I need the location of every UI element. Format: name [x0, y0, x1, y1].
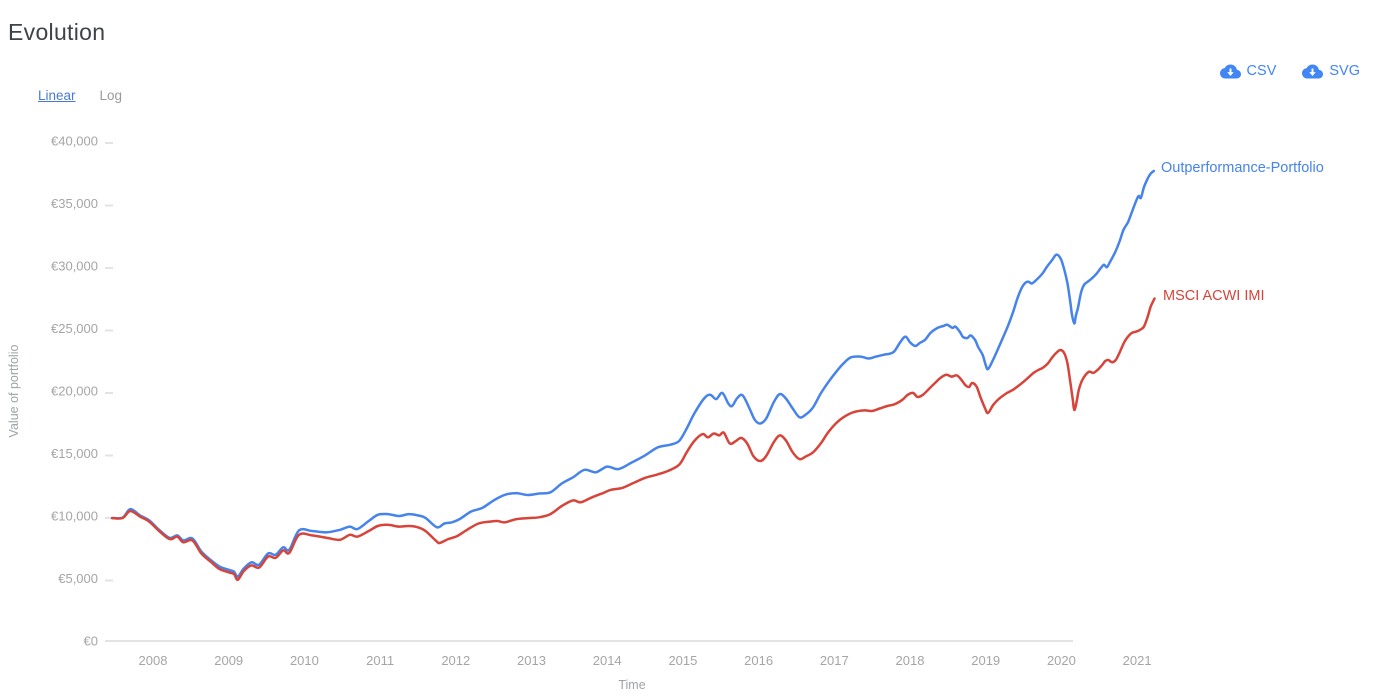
series-label-msci-acwi-imi: MSCI ACWI IMI	[1163, 288, 1265, 304]
x-tick-label: 2008	[139, 653, 168, 668]
x-tick-label: 2013	[517, 653, 546, 668]
series-label-outperformance-portfolio: Outperformance-Portfolio	[1161, 160, 1324, 176]
cloud-download-icon	[1219, 64, 1241, 79]
y-tick-label: €35,000	[51, 196, 98, 211]
series-line-outperformance-portfolio[interactable]	[110, 169, 1156, 578]
y-tick-label: €5,000	[58, 571, 98, 586]
x-tick-label: 2012	[441, 653, 470, 668]
y-tick-label: €20,000	[51, 384, 98, 399]
x-tick-label: 2015	[668, 653, 697, 668]
download-csv-label: CSV	[1246, 63, 1277, 79]
x-tick-label: 2018	[896, 653, 925, 668]
x-tick-label: 2011	[366, 653, 394, 668]
scale-log-link[interactable]: Log	[99, 88, 123, 103]
download-svg-button[interactable]: SVG	[1302, 63, 1360, 79]
x-tick-label: 2010	[290, 653, 319, 668]
x-tick-label: 2014	[593, 653, 622, 668]
x-tick-label: 2009	[214, 653, 243, 668]
y-tick-label: €25,000	[51, 321, 98, 336]
y-tick-label: €40,000	[51, 134, 98, 149]
y-tick-label: €30,000	[51, 259, 98, 274]
y-tick-label: €10,000	[51, 509, 98, 524]
x-axis-title: Time	[618, 678, 646, 692]
x-tick-label: 2016	[744, 653, 773, 668]
y-tick-label: €15,000	[51, 446, 98, 461]
download-toolbar: CSV SVG	[1219, 63, 1360, 79]
x-tick-label: 2017	[820, 653, 849, 668]
x-tick-label: 2021	[1123, 653, 1152, 668]
x-tick-label: 2020	[1047, 653, 1076, 668]
x-tick-label: 2019	[971, 653, 1000, 668]
scale-linear-link[interactable]: Linear	[38, 88, 76, 103]
y-axis-title: Value of portfolio	[7, 344, 21, 438]
download-csv-button[interactable]: CSV	[1219, 63, 1277, 79]
y-tick-label: €0	[84, 634, 98, 649]
cloud-download-icon	[1302, 64, 1324, 79]
series-line-msci-acwi-imi[interactable]	[110, 297, 1156, 582]
scale-toggle: Linear Log	[38, 88, 122, 103]
download-svg-label: SVG	[1329, 63, 1360, 79]
page-title: Evolution	[8, 19, 106, 46]
